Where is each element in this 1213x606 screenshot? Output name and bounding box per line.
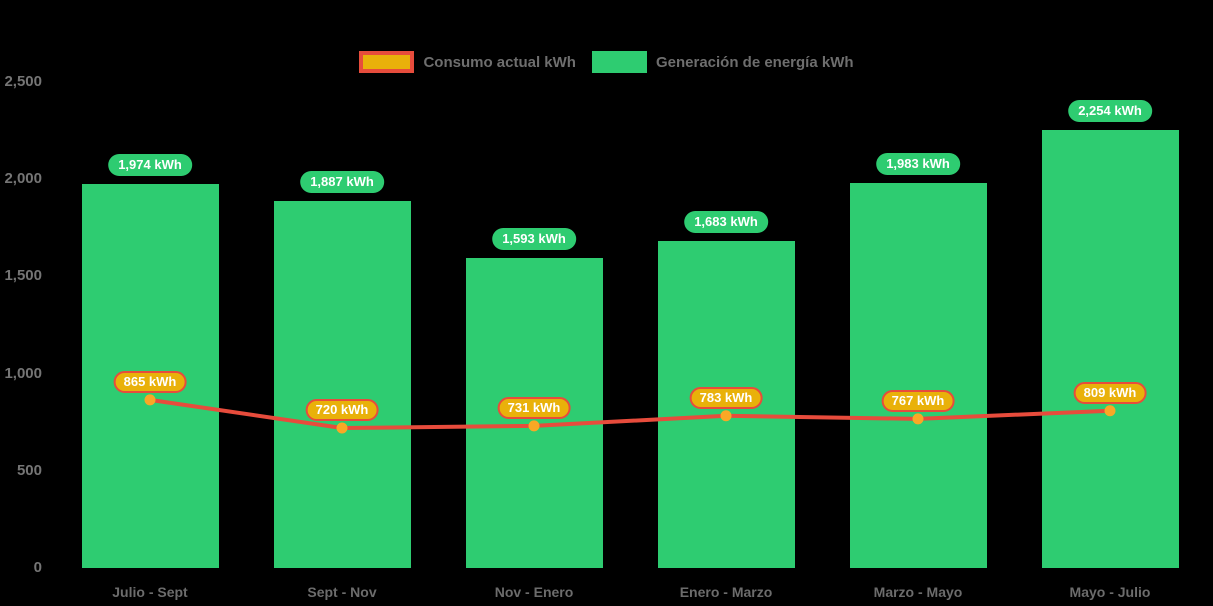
legend-label-generacion: Generación de energía kWh [655,53,854,71]
line-value-badge: 767 kWh [881,389,955,412]
legend-item-generacion[interactable]: Generación de energía kWh [591,51,854,73]
y-axis-tick-label: 1,000 [4,364,42,382]
x-axis-label: Enero - Marzo [679,584,773,600]
bar-value-badge: 1,983 kWh [876,152,960,175]
x-axis-label: Marzo - Mayo [873,584,963,600]
generation-bar[interactable] [273,201,411,568]
generation-bar[interactable] [849,182,987,568]
line-value-badge: 865 kWh [113,370,187,393]
line-value-badge: 720 kWh [305,399,379,422]
y-axis-tick-label: 2,500 [4,73,42,90]
bar-value-badge: 2,254 kWh [1068,99,1152,122]
y-axis-tick-label: 0 [33,559,42,576]
line-value-badge: 783 kWh [689,386,763,409]
x-axis-label: Nov - Enero [494,584,574,600]
y-axis-tick-label: 1,500 [4,267,42,285]
legend-label-consumo: Consumo actual kWh [423,53,576,71]
x-axis-label: Mayo - Julio [1069,584,1151,600]
bar-value-badge: 1,593 kWh [492,228,576,251]
y-axis-tick-label: 2,000 [4,170,42,188]
bar-value-badge: 1,683 kWh [684,210,768,233]
bar-value-badge: 1,974 kWh [108,154,192,177]
generation-bar[interactable] [1041,129,1179,568]
line-value-badge: 809 kWh [1073,381,1147,404]
chart-legend: Consumo actual kWh Generación de energía… [0,50,1213,74]
legend-swatch-generacion-icon [591,51,647,73]
legend-item-consumo[interactable]: Consumo actual kWh [359,51,576,73]
x-axis-label: Sept - Nov [307,584,377,600]
bar-value-badge: 1,887 kWh [300,171,384,194]
line-value-badge: 731 kWh [497,396,571,419]
y-axis-tick-label: 500 [16,461,42,479]
legend-swatch-consumo-icon [359,51,415,73]
x-axis-label: Julio - Sept [112,584,188,600]
